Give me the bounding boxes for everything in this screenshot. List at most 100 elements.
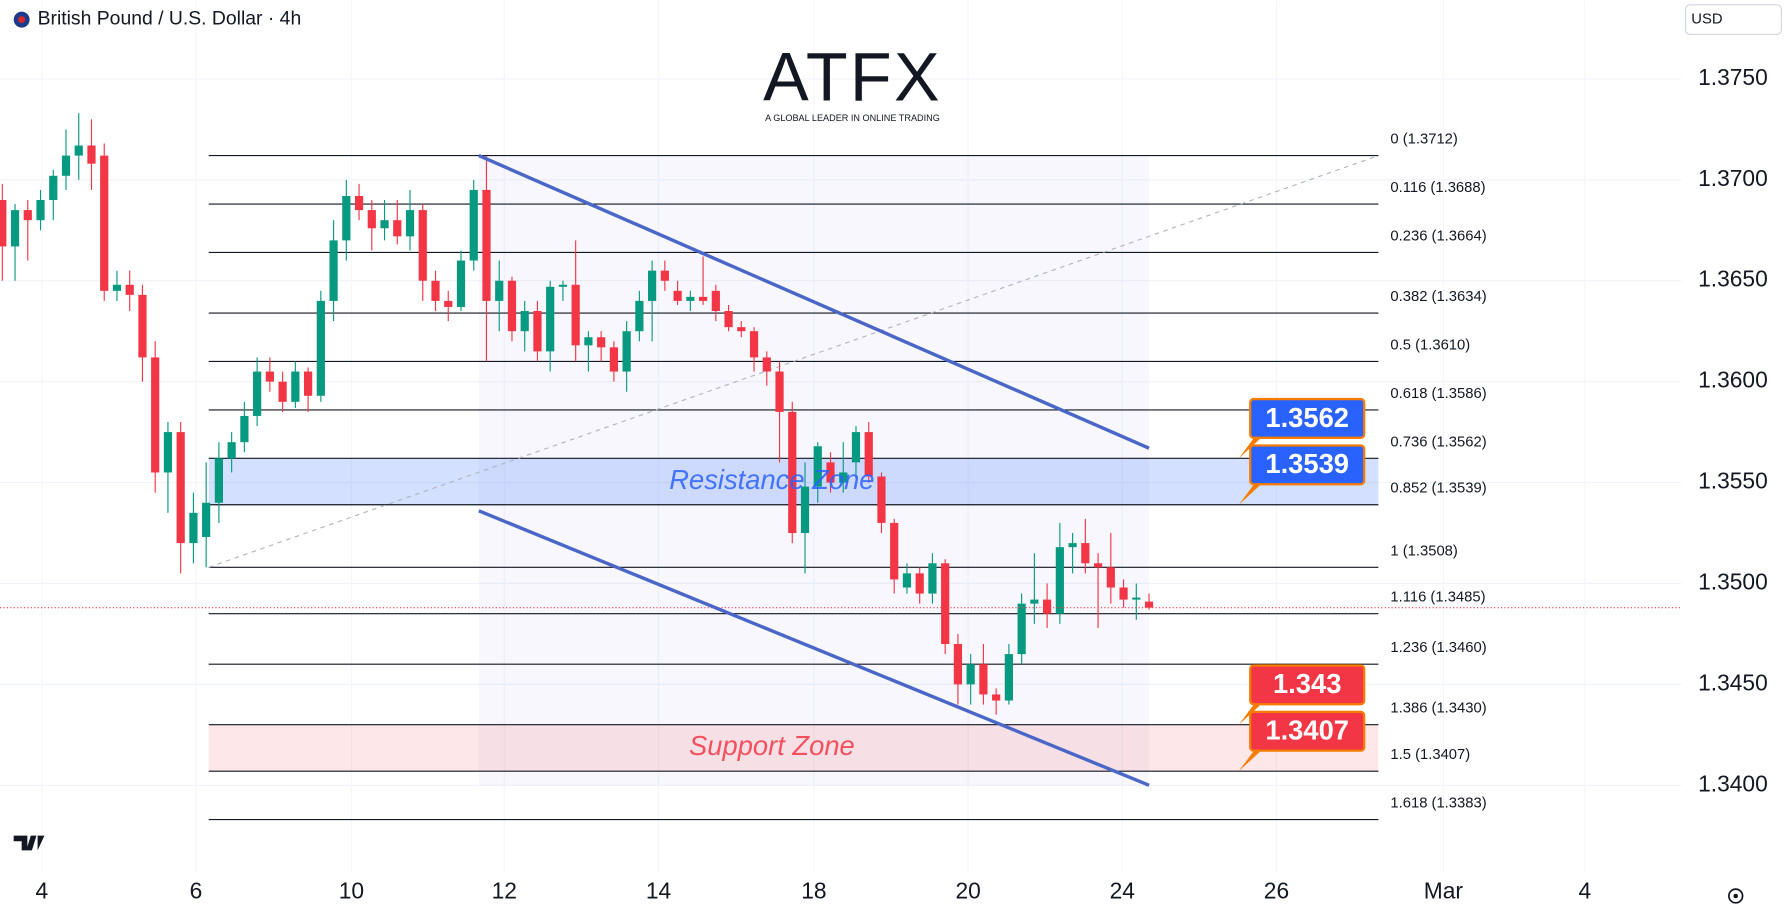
candle-body (851, 432, 861, 463)
candle-body (839, 472, 848, 483)
logo-brand: ATFX (763, 39, 942, 115)
zone-label: Resistance Zone (669, 464, 874, 495)
candle-body (826, 462, 835, 483)
candle-body (711, 290, 720, 312)
candle-body (10, 210, 20, 247)
candle-body (520, 311, 529, 332)
fib-label: 1.5 (1.3407) (1390, 747, 1470, 763)
candle-body (444, 300, 453, 307)
zone (208, 724, 1379, 772)
candle-body (877, 476, 886, 523)
x-tick-label: 10 (339, 878, 364, 904)
candle-body (0, 200, 7, 247)
candle-body (163, 432, 173, 473)
candle-body (418, 210, 427, 281)
candle-body (469, 189, 478, 261)
candle-body (112, 284, 122, 291)
price-tag-label: 1.3539 (1265, 448, 1349, 479)
tv-logo[interactable] (13, 835, 45, 851)
x-tick-label: 14 (646, 878, 671, 904)
symbol-title[interactable]: British Pound / U.S. Dollar · 4h (38, 8, 302, 30)
candle-body (1106, 567, 1115, 588)
price-tag-label: 1.3562 (1265, 402, 1349, 433)
candle-body (367, 210, 376, 229)
x-tick-label: 20 (955, 878, 980, 904)
candle-body (724, 311, 733, 328)
x-tick-label: 4 (1578, 878, 1591, 904)
fib-label: 1.386 (1.3430) (1390, 701, 1486, 717)
candle-body (74, 145, 83, 156)
candle-body (138, 294, 147, 358)
candle-body (813, 446, 822, 487)
candle-body (240, 415, 249, 443)
settings-icon[interactable] (1728, 888, 1744, 904)
candle-body (533, 311, 542, 352)
candle-body (1093, 563, 1103, 568)
plot-layer (0, 113, 1682, 715)
fib-label: 0.736 (1.3562) (1390, 434, 1486, 450)
candle-body (1068, 543, 1077, 548)
candle-body (864, 432, 873, 477)
price-tag-label: 1.3407 (1265, 715, 1349, 746)
candle-body (800, 486, 810, 534)
candle-body (788, 411, 797, 534)
annotation-layer: 1.3400 1.3450 1.3500 1.3550 1.3600 1.3650 1.37… (35, 64, 1767, 904)
fib-label: 0.618 (1.3586) (1390, 386, 1486, 402)
candle-body (584, 337, 593, 346)
candle-body (928, 563, 937, 594)
candle-body (1030, 599, 1039, 604)
candle-body (23, 210, 32, 221)
fib-label: 0.382 (1.3634) (1390, 289, 1486, 305)
logo-tagline: A GLOBAL LEADER IN ONLINE TRADING (765, 113, 940, 123)
candle-body (660, 270, 669, 281)
candle-body (673, 290, 682, 301)
candle-body (36, 200, 45, 221)
candle-body (1055, 547, 1064, 614)
candle-body (1119, 587, 1128, 600)
candle-body (992, 694, 1001, 701)
candle-body (1081, 543, 1090, 564)
fib-trend-line (208, 155, 1379, 568)
candle-body (571, 284, 580, 346)
fib-label: 0.852 (1.3539) (1390, 481, 1486, 497)
currency-box[interactable] (1684, 4, 1782, 35)
price-tag-label: 1.343 (1273, 668, 1341, 699)
x-tick-label: 4 (35, 878, 48, 904)
candle-body (622, 331, 631, 372)
candle-body (635, 300, 644, 332)
candle-body (49, 175, 58, 201)
candle-body (507, 280, 517, 332)
currency-label[interactable]: USD (1691, 11, 1722, 27)
fib-label: 1 (1.3508) (1390, 543, 1458, 559)
candle-body (597, 337, 606, 348)
candle-body (405, 210, 415, 237)
candle-body (303, 371, 313, 396)
candle-body (915, 573, 924, 594)
candle-body (737, 327, 746, 332)
x-tick-label: 24 (1110, 878, 1135, 904)
fib-label: 0.116 (1.3688) (1390, 180, 1485, 196)
candle-body (87, 145, 96, 164)
candle-body (648, 270, 657, 301)
candle-body (393, 220, 402, 237)
candle-body (278, 381, 287, 402)
y-tick-label: 1.3750 (1698, 64, 1768, 90)
candle-body (698, 296, 708, 301)
x-tick-label: 6 (190, 878, 203, 904)
candle-body (1043, 599, 1052, 614)
fib-label: 1.618 (1.3383) (1390, 796, 1486, 812)
y-tick-label: 1.3400 (1698, 770, 1768, 796)
y-tick-label: 1.3700 (1698, 165, 1768, 191)
candle-body (316, 300, 325, 396)
y-tick-label: 1.3550 (1698, 468, 1768, 494)
candle-body (431, 280, 440, 301)
candle-body (1004, 654, 1013, 701)
candle-body (775, 371, 784, 412)
candle-body (329, 240, 338, 301)
candle-body (902, 573, 912, 588)
fib-label: 0.236 (1.3664) (1390, 228, 1486, 244)
candle-body (558, 284, 568, 287)
candle-body (546, 286, 555, 352)
fib-label: 0.5 (1.3610) (1390, 337, 1470, 353)
